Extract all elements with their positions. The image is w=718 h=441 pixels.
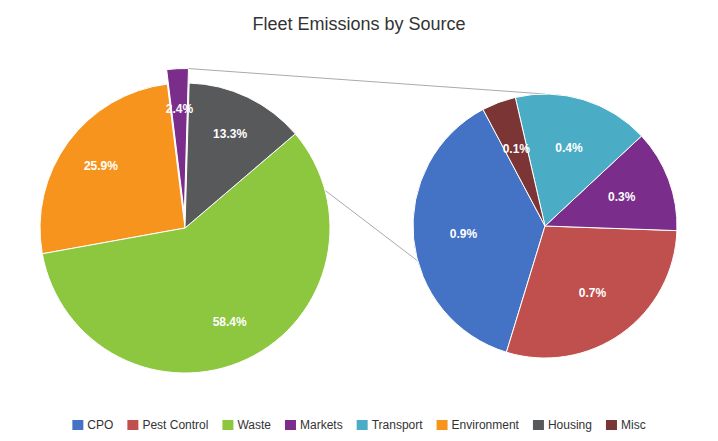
legend-item: Housing: [533, 418, 592, 432]
data-label: 25.9%: [84, 159, 118, 173]
legend-label: Housing: [548, 418, 592, 432]
legend-item: Pest Control: [127, 418, 208, 432]
pie-slice: [167, 69, 189, 214]
legend-swatch: [357, 420, 368, 430]
legend-label: Misc: [621, 418, 646, 432]
pie: 25.9% 58.4% 13.3% 2.4%: [40, 69, 330, 373]
legend-label: Markets: [300, 418, 343, 432]
data-label: 0.3%: [608, 190, 636, 204]
legend-swatch: [437, 420, 448, 430]
legend-item: Transport: [357, 418, 424, 432]
pie-slice: [40, 84, 185, 254]
legend-label: Transport: [372, 418, 424, 432]
legend-item: Waste: [222, 418, 271, 432]
legend-label: CPO: [87, 418, 113, 432]
pie-slice: [506, 226, 677, 358]
legend-swatch: [127, 420, 138, 430]
data-label: 0.4%: [555, 141, 583, 155]
legend-swatch: [72, 420, 83, 430]
data-label: 0.1%: [503, 142, 531, 156]
legend-swatch: [285, 420, 296, 430]
legend-swatch: [533, 420, 544, 430]
data-label: 13.3%: [213, 127, 247, 141]
connector-line: [188, 69, 545, 94]
data-label: 0.7%: [579, 286, 607, 300]
legend-item: Environment: [437, 418, 520, 432]
legend-item: Misc: [606, 418, 646, 432]
data-label: 0.9%: [450, 227, 478, 241]
legend: CPO Pest Control Waste Markets Transport Envi…: [72, 418, 645, 432]
pie: 0.9% 0.7% 0.3% 0.4% 0.1%: [413, 94, 677, 358]
pie-slice: [42, 134, 330, 373]
legend-swatch: [606, 420, 617, 430]
chart: Fleet Emissions by Source 25.9% 58.4% 13.3%…: [0, 0, 718, 441]
legend-label: Environment: [452, 418, 520, 432]
data-label: 2.4%: [166, 102, 194, 116]
data-label: 58.4%: [213, 315, 247, 329]
legend-item: CPO: [72, 418, 113, 432]
pie-slice: [483, 97, 545, 226]
legend-swatch: [222, 420, 233, 430]
legend-label: Pest Control: [142, 418, 208, 432]
legend-label: Waste: [237, 418, 271, 432]
legend-item: Markets: [285, 418, 343, 432]
pie-slice: [185, 83, 295, 228]
title: Fleet Emissions by Source: [252, 14, 465, 34]
